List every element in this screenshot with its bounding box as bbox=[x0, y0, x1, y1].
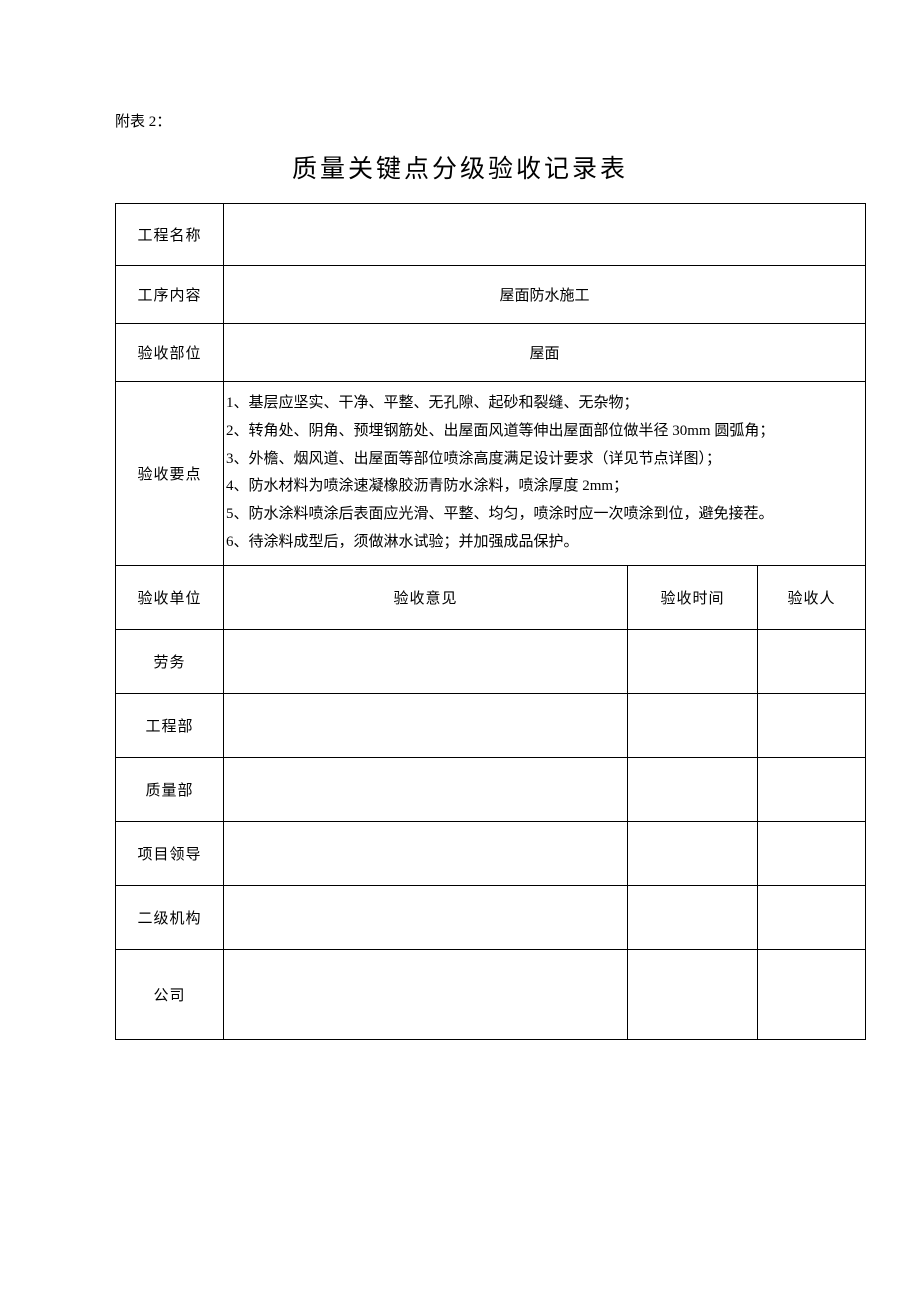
time-cell bbox=[628, 949, 758, 1039]
table-row: 公司 bbox=[116, 949, 866, 1039]
table-row: 二级机构 bbox=[116, 885, 866, 949]
table-row: 验收单位 验收意见 验收时间 验收人 bbox=[116, 565, 866, 629]
value-project-name bbox=[224, 204, 866, 266]
opinion-cell bbox=[224, 949, 628, 1039]
time-cell bbox=[628, 821, 758, 885]
unit-company: 公司 bbox=[116, 949, 224, 1039]
table-row: 工序内容 屋面防水施工 bbox=[116, 266, 866, 324]
time-cell bbox=[628, 757, 758, 821]
table-row: 工程部 bbox=[116, 693, 866, 757]
label-acceptance-opinion: 验收意见 bbox=[224, 565, 628, 629]
table-row: 工程名称 bbox=[116, 204, 866, 266]
unit-quality: 质量部 bbox=[116, 757, 224, 821]
unit-project-leader: 项目领导 bbox=[116, 821, 224, 885]
table-row: 项目领导 bbox=[116, 821, 866, 885]
key-point-2: 2、转角处、阴角、预埋钢筋处、出屋面风道等伸出屋面部位做半径 30mm 圆弧角； bbox=[226, 418, 861, 446]
table-row: 质量部 bbox=[116, 757, 866, 821]
key-point-1: 1、基层应坚实、干净、平整、无孔隙、起砂和裂缝、无杂物； bbox=[226, 390, 861, 418]
key-point-6: 6、待涂料成型后，须做淋水试验；并加强成品保护。 bbox=[226, 529, 861, 557]
key-point-4: 4、防水材料为喷涂速凝橡胶沥青防水涂料，喷涂厚度 2mm； bbox=[226, 473, 861, 501]
unit-secondary-org: 二级机构 bbox=[116, 885, 224, 949]
label-project-name: 工程名称 bbox=[116, 204, 224, 266]
label-acceptance-time: 验收时间 bbox=[628, 565, 758, 629]
key-point-3: 3、外檐、烟风道、出屋面等部位喷涂高度满足设计要求（详见节点详图）； bbox=[226, 446, 861, 474]
acceptor-cell bbox=[758, 821, 866, 885]
key-point-5: 5、防水涂料喷涂后表面应光滑、平整、均匀，喷涂时应一次喷涂到位，避免接茬。 bbox=[226, 501, 861, 529]
label-acceptance-part: 验收部位 bbox=[116, 324, 224, 382]
value-key-points: 1、基层应坚实、干净、平整、无孔隙、起砂和裂缝、无杂物； 2、转角处、阴角、预埋… bbox=[224, 382, 866, 566]
opinion-cell bbox=[224, 757, 628, 821]
unit-labor: 劳务 bbox=[116, 629, 224, 693]
table-row: 验收要点 1、基层应坚实、干净、平整、无孔隙、起砂和裂缝、无杂物； 2、转角处、… bbox=[116, 382, 866, 566]
opinion-cell bbox=[224, 885, 628, 949]
inspection-table: 工程名称 工序内容 屋面防水施工 验收部位 屋面 验收要点 1、基层应坚实、干净… bbox=[115, 203, 866, 1040]
time-cell bbox=[628, 693, 758, 757]
label-acceptor: 验收人 bbox=[758, 565, 866, 629]
time-cell bbox=[628, 885, 758, 949]
table-row: 验收部位 屋面 bbox=[116, 324, 866, 382]
label-key-points: 验收要点 bbox=[116, 382, 224, 566]
time-cell bbox=[628, 629, 758, 693]
acceptor-cell bbox=[758, 693, 866, 757]
acceptor-cell bbox=[758, 949, 866, 1039]
opinion-cell bbox=[224, 693, 628, 757]
acceptor-cell bbox=[758, 885, 866, 949]
table-row: 劳务 bbox=[116, 629, 866, 693]
unit-engineering: 工程部 bbox=[116, 693, 224, 757]
opinion-cell bbox=[224, 629, 628, 693]
attachment-label: 附表 2： bbox=[115, 110, 805, 131]
page-title: 质量关键点分级验收记录表 bbox=[115, 149, 805, 185]
label-process-content: 工序内容 bbox=[116, 266, 224, 324]
acceptor-cell bbox=[758, 629, 866, 693]
value-acceptance-part: 屋面 bbox=[224, 324, 866, 382]
label-acceptance-unit: 验收单位 bbox=[116, 565, 224, 629]
acceptor-cell bbox=[758, 757, 866, 821]
value-process-content: 屋面防水施工 bbox=[224, 266, 866, 324]
opinion-cell bbox=[224, 821, 628, 885]
